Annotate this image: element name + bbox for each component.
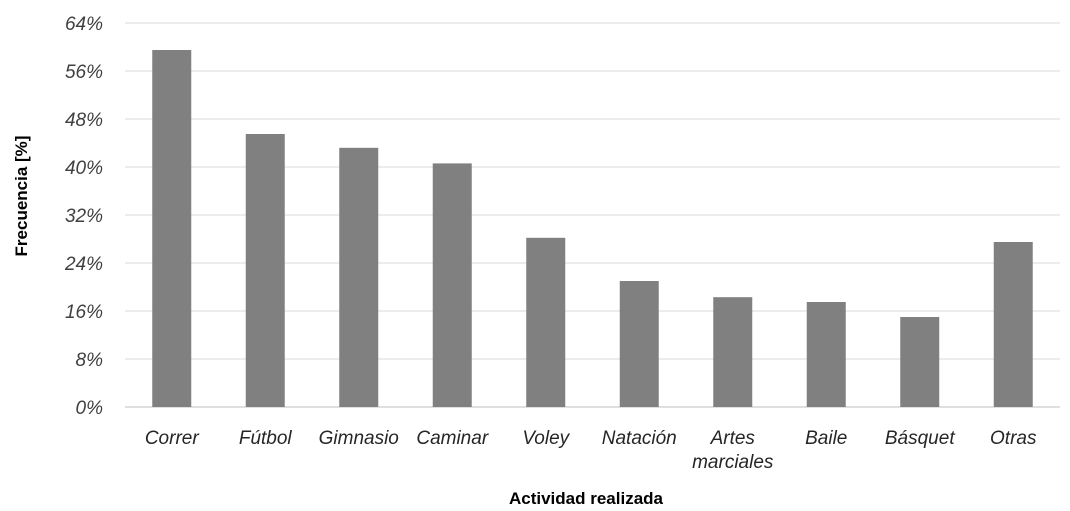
x-category-label: Fútbol (239, 428, 293, 449)
x-category-label: Artes marciales (692, 428, 774, 473)
y-axis-ticks: 0% 8% 16% 24% 32% 40% 48% 56% 64% (64, 14, 103, 419)
y-tick-label: 40% (65, 158, 103, 179)
y-tick-label: 24% (64, 254, 103, 275)
x-category-label: Voley (522, 428, 570, 449)
bar-9 (900, 317, 940, 407)
bar-5 (526, 237, 566, 407)
y-tick-label: 64% (65, 14, 103, 35)
y-tick-label: 32% (65, 206, 103, 227)
x-category-label: Básquet (885, 428, 955, 449)
y-tick-label: 56% (65, 62, 103, 83)
y-tick-label: 16% (65, 302, 103, 323)
bar-3 (339, 147, 379, 408)
bars (152, 50, 1033, 408)
y-tick-label: 48% (65, 110, 103, 131)
x-category-label: Correr (145, 428, 200, 449)
x-category-label: Gimnasio (319, 428, 399, 449)
bar-4 (432, 163, 472, 407)
bar-8 (806, 302, 846, 407)
x-category-label: Otras (990, 428, 1037, 449)
x-category-label: Caminar (416, 428, 488, 449)
bar-1 (152, 50, 192, 407)
x-category-label: Baile (805, 428, 847, 449)
bar-7 (713, 297, 753, 407)
x-axis-title: Actividad realizada (509, 489, 664, 508)
y-tick-label: 0% (76, 398, 104, 419)
x-category-label: Natación (602, 428, 677, 449)
bar-2 (245, 134, 285, 407)
bar-10 (993, 242, 1033, 407)
y-tick-label: 8% (76, 350, 104, 371)
y-axis-title: Frecuencia [%] (12, 136, 31, 257)
bar-6 (619, 281, 659, 407)
x-axis-categories: Correr Fútbol Gimnasio Caminar Voley Natación… (145, 428, 1037, 473)
